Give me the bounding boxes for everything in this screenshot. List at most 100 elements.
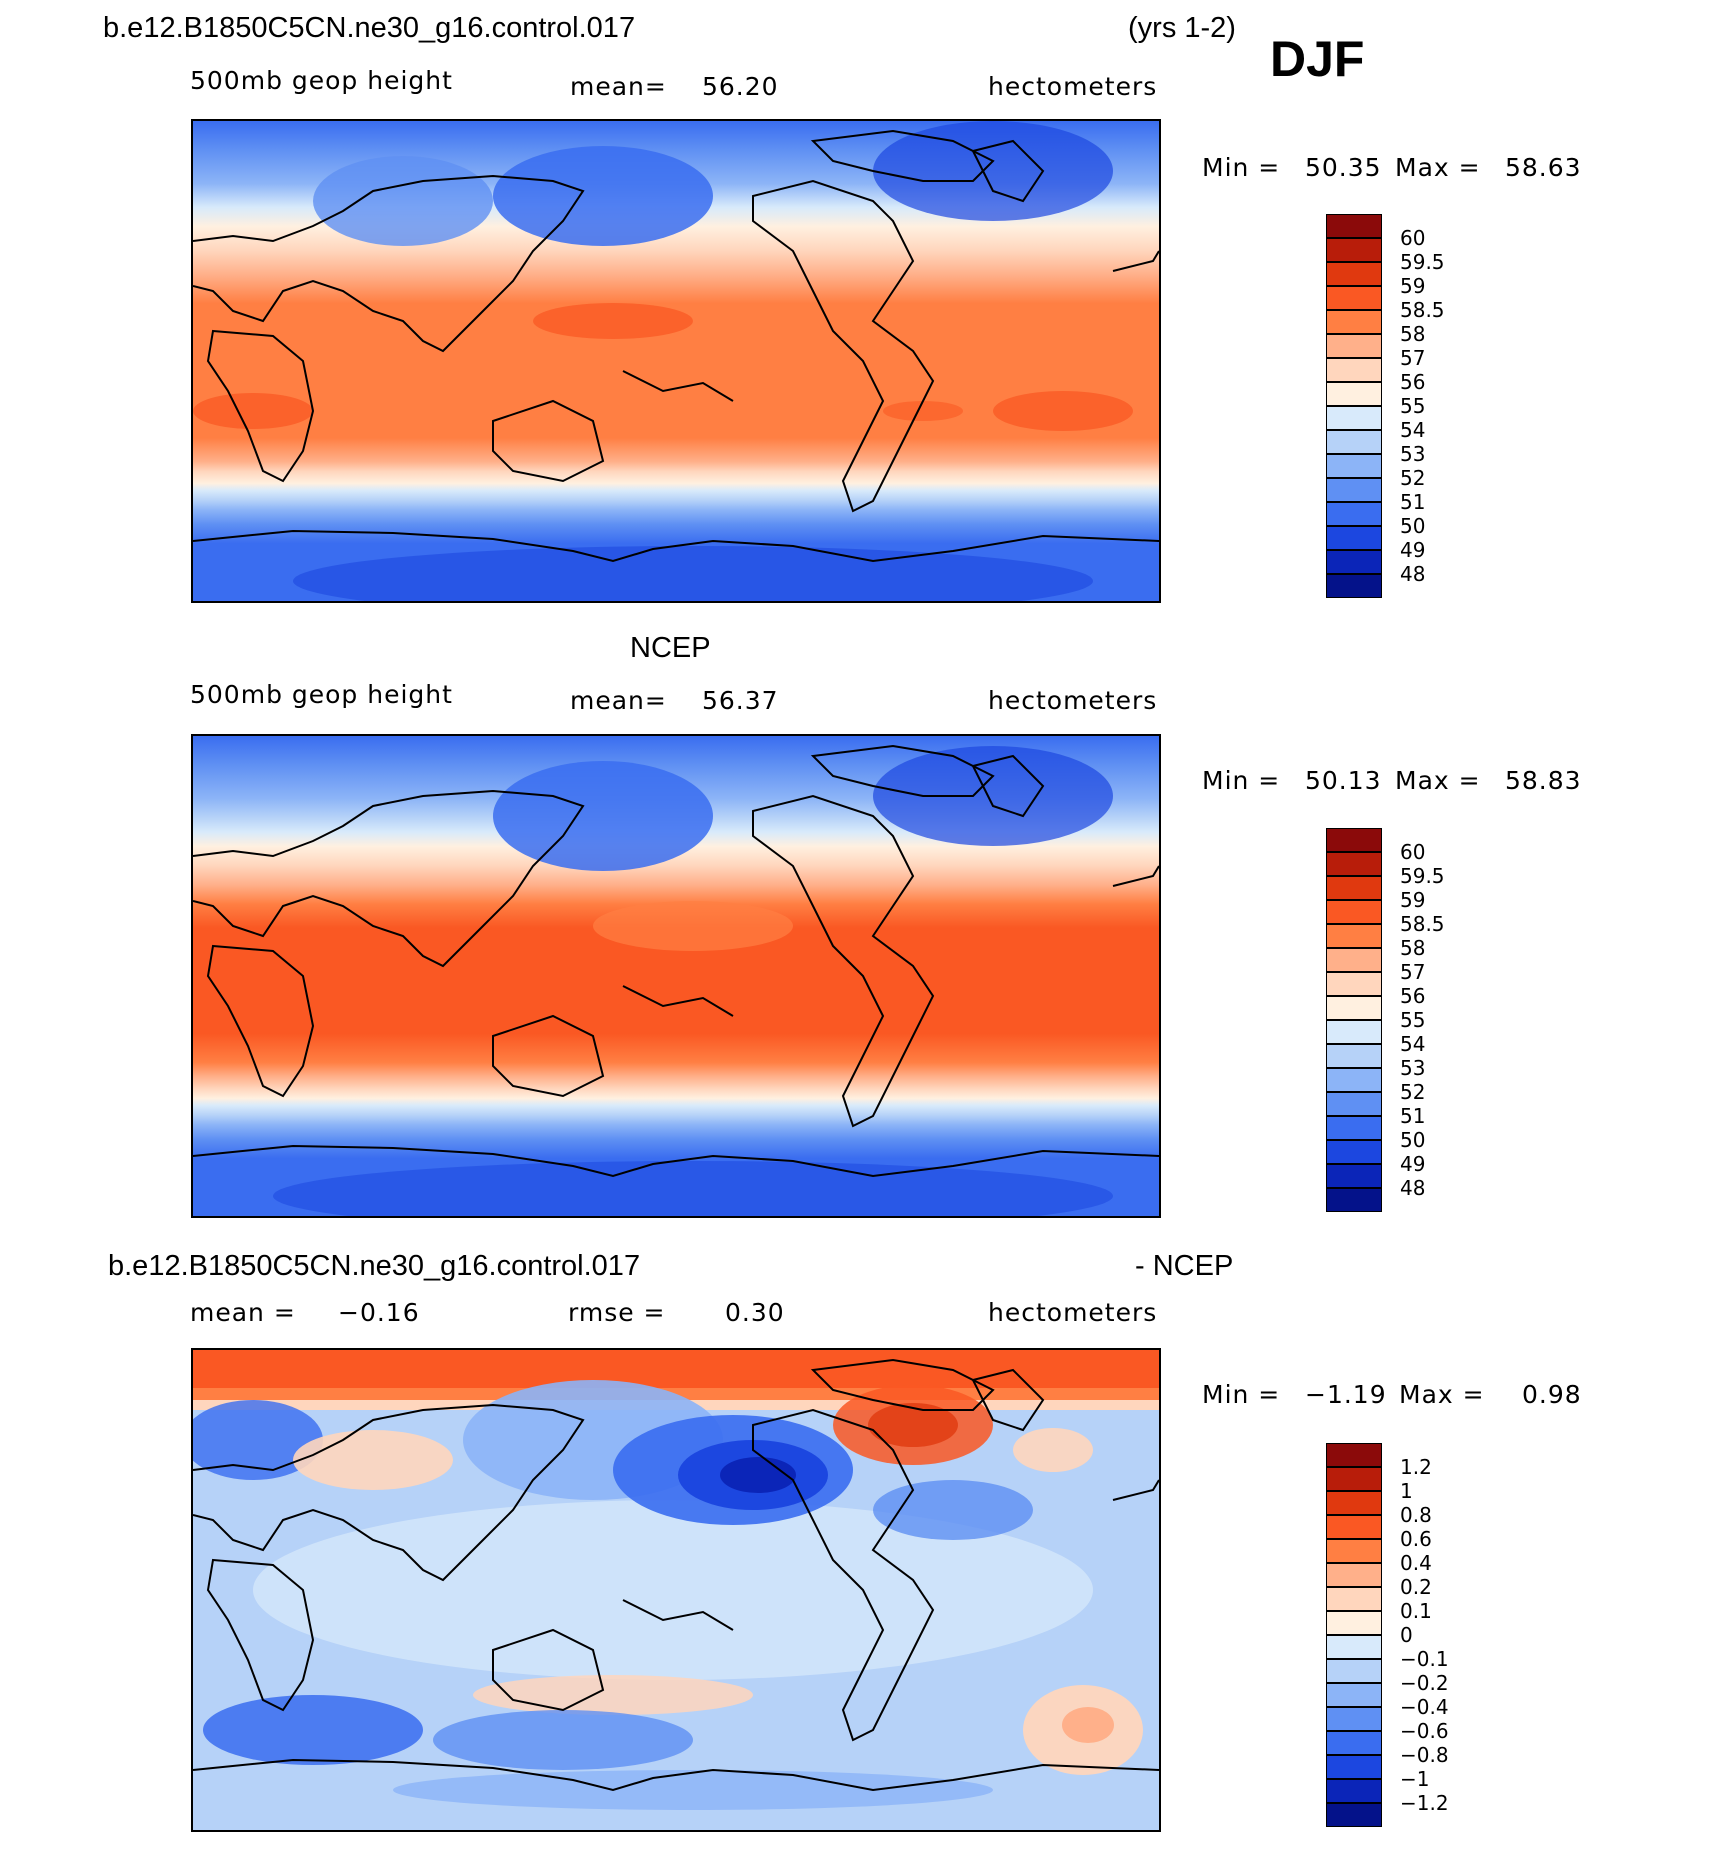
colorbar-tick-label: 0.8	[1400, 1503, 1432, 1527]
panel-obs-max-label: Max =	[1395, 766, 1481, 795]
colorbar-tick-label: 55	[1400, 394, 1426, 418]
colorbar-segment	[1326, 900, 1382, 924]
panel-model-min-value: 50.35	[1305, 153, 1382, 182]
colorbar-tick-label: 54	[1400, 418, 1426, 442]
colorbar-segment	[1326, 1779, 1382, 1803]
case-title: b.e12.B1850C5CN.ne30_g16.control.017	[103, 12, 636, 44]
colorbar-segment	[1326, 1731, 1382, 1755]
panel-model-mean-label: mean=	[570, 72, 667, 101]
coastlines-model	[193, 129, 1159, 563]
colorbar-tick-label: 0.6	[1400, 1527, 1432, 1551]
colorbar-tick-label: 52	[1400, 1080, 1426, 1104]
colorbar-tick-label: 50	[1400, 514, 1426, 538]
colorbar-tick-label: −1.2	[1400, 1791, 1449, 1815]
colorbar-segment	[1326, 1092, 1382, 1116]
panel-diff-min-value: −1.19	[1305, 1380, 1387, 1409]
colorbar-tick-label: 1.2	[1400, 1455, 1432, 1479]
colorbar-segment	[1326, 214, 1382, 238]
colorbar-segment	[1326, 406, 1382, 430]
colorbar-tick-label: 51	[1400, 490, 1426, 514]
panel-obs-max-value: 58.83	[1505, 766, 1582, 795]
map-obs	[191, 734, 1161, 1218]
colorbar-tick-label: 49	[1400, 538, 1426, 562]
panel-diff-max-label: Max =	[1399, 1380, 1485, 1409]
years-label: (yrs 1-2)	[1128, 12, 1236, 44]
colorbar-segment	[1326, 948, 1382, 972]
colorbar-tick-label: 57	[1400, 346, 1426, 370]
colorbar-segment	[1326, 1044, 1382, 1068]
panel-diff-title-right: - NCEP	[1135, 1250, 1234, 1282]
colorbar-tick-label: −0.6	[1400, 1719, 1449, 1743]
colorbar-tick-label: 60	[1400, 226, 1426, 250]
panel-model-units: hectometers	[988, 72, 1158, 101]
colorbar-segment	[1326, 430, 1382, 454]
colorbar-segment	[1326, 574, 1382, 598]
colorbar-tick-label: −1	[1400, 1767, 1430, 1791]
colorbar-tick-label: 51	[1400, 1104, 1426, 1128]
panel-obs-units: hectometers	[988, 686, 1158, 715]
colorbar-segment	[1326, 1467, 1382, 1491]
colorbar-tick-label: 55	[1400, 1008, 1426, 1032]
colorbar-tick-label: 59.5	[1400, 864, 1445, 888]
season-label: DJF	[1270, 31, 1365, 87]
colorbar-segment	[1326, 478, 1382, 502]
colorbar-tick-label: 0.2	[1400, 1575, 1432, 1599]
colorbar-segment	[1326, 1116, 1382, 1140]
colorbar-segment	[1326, 1539, 1382, 1563]
panel-model-max-value: 58.63	[1505, 153, 1582, 182]
colorbar-segment	[1326, 262, 1382, 286]
colorbar-segment	[1326, 1188, 1382, 1212]
colorbar-segment	[1326, 1803, 1382, 1827]
map-model-svg	[193, 121, 1159, 601]
colorbar-tick-label: 1	[1400, 1479, 1413, 1503]
colorbar-tick-label: 58.5	[1400, 298, 1445, 322]
colorbar-segment	[1326, 334, 1382, 358]
panel-model-mean-value: 56.20	[702, 72, 779, 101]
colorbar-segment	[1326, 1164, 1382, 1188]
colorbar-segment	[1326, 1683, 1382, 1707]
panel-model-field: 500mb geop height	[190, 66, 453, 95]
colorbar-tick-label: −0.1	[1400, 1647, 1449, 1671]
panel-obs-min-label: Min =	[1202, 766, 1281, 795]
colorbar-segment	[1326, 454, 1382, 478]
colorbar-tick-label: 54	[1400, 1032, 1426, 1056]
colorbar-segment	[1326, 382, 1382, 406]
coastlines-obs	[193, 744, 1159, 1178]
colorbar-tick-label: 49	[1400, 1152, 1426, 1176]
colorbar-segment	[1326, 1068, 1382, 1092]
colorbar-tick-label: −0.2	[1400, 1671, 1449, 1695]
colorbar-segment	[1326, 1611, 1382, 1635]
colorbar-segment	[1326, 996, 1382, 1020]
colorbar-tick-label: 48	[1400, 562, 1426, 586]
panel-diff-min-label: Min =	[1202, 1380, 1281, 1409]
colorbar-tick-label: 58	[1400, 936, 1426, 960]
colorbar-model	[1326, 214, 1382, 598]
colorbar-segment	[1326, 852, 1382, 876]
colorbar-tick-label: 58	[1400, 322, 1426, 346]
colorbar-tick-label: 56	[1400, 984, 1426, 1008]
colorbar-tick-label: 59	[1400, 274, 1426, 298]
panel-diff-mean-label: mean =	[190, 1298, 296, 1327]
colorbar-segment	[1326, 526, 1382, 550]
colorbar-tick-label: 0.1	[1400, 1599, 1432, 1623]
colorbar-segment	[1326, 1587, 1382, 1611]
colorbar-tick-label: 52	[1400, 466, 1426, 490]
colorbar-segment	[1326, 1563, 1382, 1587]
colorbar-tick-label: 53	[1400, 442, 1426, 466]
map-model	[191, 119, 1161, 603]
panel-diff-units: hectometers	[988, 1298, 1158, 1327]
colorbar-segment	[1326, 238, 1382, 262]
map-obs-svg	[193, 736, 1159, 1216]
panel-diff-mean-value: −0.16	[338, 1298, 420, 1327]
colorbar-tick-label: 59.5	[1400, 250, 1445, 274]
colorbar-segment	[1326, 1635, 1382, 1659]
colorbar-segment	[1326, 1659, 1382, 1683]
colorbar-tick-label: 56	[1400, 370, 1426, 394]
colorbar-segment	[1326, 1020, 1382, 1044]
colorbar-tick-label: −0.8	[1400, 1743, 1449, 1767]
colorbar-diff	[1326, 1443, 1382, 1827]
colorbar-segment	[1326, 1755, 1382, 1779]
panel-model-max-label: Max =	[1395, 153, 1481, 182]
map-diff	[191, 1348, 1161, 1832]
panel-obs-mean-value: 56.37	[702, 686, 779, 715]
